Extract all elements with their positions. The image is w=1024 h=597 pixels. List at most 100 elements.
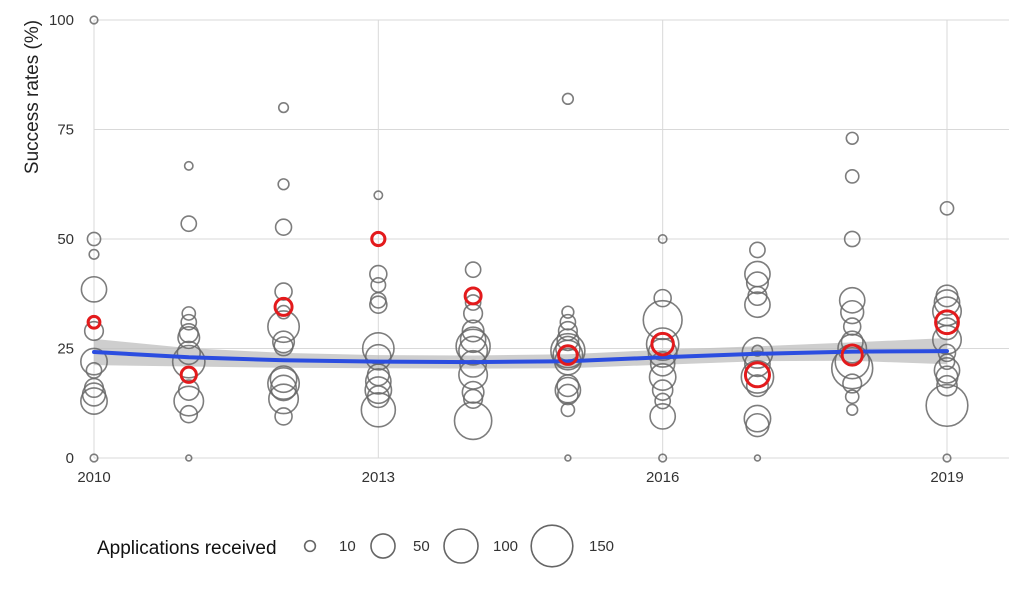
data-point xyxy=(88,248,100,260)
data-point xyxy=(364,343,392,371)
data-point xyxy=(268,383,300,415)
data-point xyxy=(844,389,860,405)
data-point xyxy=(80,387,108,416)
data-point xyxy=(277,178,290,191)
highlighted-point xyxy=(557,344,579,366)
data-point xyxy=(180,313,198,331)
data-point xyxy=(171,344,206,379)
data-point xyxy=(86,231,102,247)
data-point xyxy=(749,241,766,259)
data-point xyxy=(745,271,769,295)
data-point xyxy=(557,383,579,406)
data-point xyxy=(83,320,105,342)
highlighted-point xyxy=(934,309,960,336)
data-point xyxy=(654,392,672,410)
legend-label: 10 xyxy=(339,538,356,555)
data-point xyxy=(267,310,301,344)
data-point xyxy=(747,285,768,307)
size-legend: Applications received 10 50 100 150 xyxy=(97,524,614,568)
data-point xyxy=(274,407,293,426)
highlighted-points xyxy=(86,230,960,389)
data-point xyxy=(744,350,771,378)
data-point xyxy=(842,373,863,394)
highlighted-point xyxy=(650,331,675,357)
data-point xyxy=(653,288,672,308)
data-point xyxy=(177,325,201,350)
x-tick-label: 2016 xyxy=(646,469,679,486)
data-point xyxy=(744,260,771,288)
legend-symbol xyxy=(303,539,317,553)
data-point xyxy=(80,275,108,303)
data-point xyxy=(936,374,958,397)
data-point xyxy=(364,367,392,395)
data-point xyxy=(740,360,775,394)
data-point xyxy=(845,131,859,145)
data-point xyxy=(267,367,301,401)
data-point xyxy=(179,404,199,424)
highlighted-point xyxy=(86,314,102,330)
data-point xyxy=(556,328,580,352)
data-point xyxy=(80,347,108,376)
data-point xyxy=(559,313,577,331)
data-point xyxy=(550,332,586,369)
data-point xyxy=(274,218,293,236)
legend-symbol xyxy=(443,528,479,564)
data-point xyxy=(461,380,485,404)
data-point xyxy=(843,230,861,248)
legend-title: Applications received xyxy=(97,538,277,559)
data-point xyxy=(272,330,296,354)
data-point xyxy=(180,215,198,233)
data-point xyxy=(844,168,860,184)
data-point xyxy=(461,319,485,343)
data-point xyxy=(743,404,772,433)
data-point xyxy=(939,200,955,216)
data-point xyxy=(846,403,859,416)
grid-lines xyxy=(93,19,1009,459)
data-point xyxy=(173,385,205,417)
data-point xyxy=(645,327,680,362)
highlighted-point xyxy=(179,365,198,384)
data-point xyxy=(183,160,194,171)
data-point xyxy=(552,339,584,371)
data-point xyxy=(89,453,99,463)
y-tick-label: 25 xyxy=(57,341,74,358)
data-point xyxy=(369,264,388,284)
data-points xyxy=(80,15,969,463)
data-point xyxy=(753,454,762,462)
data-point xyxy=(270,374,297,402)
trend-line xyxy=(92,349,949,365)
trend-line-group xyxy=(92,349,949,365)
data-point xyxy=(561,305,575,319)
data-point xyxy=(842,317,862,336)
data-point xyxy=(744,291,771,319)
data-point xyxy=(830,346,874,390)
data-point xyxy=(181,306,197,321)
data-point xyxy=(649,402,677,430)
data-point xyxy=(89,15,99,25)
data-point xyxy=(648,363,677,391)
data-point xyxy=(647,337,678,368)
highlighted-point xyxy=(840,343,864,367)
highlighted-point xyxy=(463,286,483,306)
y-tick-label: 100 xyxy=(49,12,74,29)
data-point xyxy=(462,388,484,409)
y-tick-label: 0 xyxy=(66,450,74,467)
data-point xyxy=(561,92,575,106)
data-point xyxy=(176,340,201,366)
data-point xyxy=(459,326,487,354)
data-point xyxy=(933,289,961,316)
legend-label: 50 xyxy=(413,538,430,555)
data-point xyxy=(745,412,770,438)
data-point xyxy=(751,344,764,357)
x-tick-label: 2013 xyxy=(362,469,395,486)
highlighted-point xyxy=(743,361,771,389)
data-point xyxy=(657,234,668,244)
data-point xyxy=(837,333,868,364)
data-point xyxy=(464,294,482,311)
data-point xyxy=(277,101,290,114)
data-point xyxy=(273,336,294,357)
x-tick-label: 2019 xyxy=(930,469,963,486)
highlighted-point xyxy=(370,230,387,248)
y-axis-title: Success rates (%) xyxy=(22,20,43,174)
